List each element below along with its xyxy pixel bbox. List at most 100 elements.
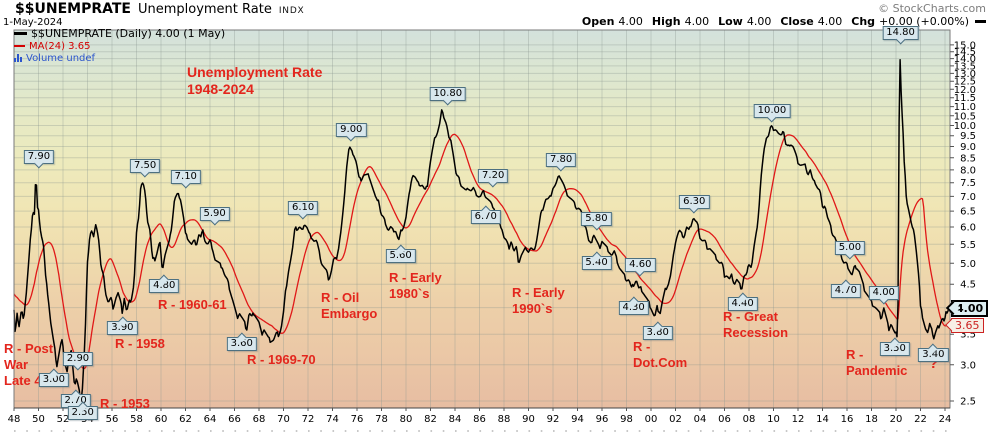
data-callout: 7.50 xyxy=(129,158,161,178)
x-axis-label: 64 xyxy=(204,414,217,425)
y-axis-ticks xyxy=(950,44,954,402)
legend-ma-label: MA(24) 3.65 xyxy=(29,40,91,52)
data-callout: 7.80 xyxy=(545,152,577,172)
data-callout: 5.00 xyxy=(834,241,866,260)
last-value-badge: 4.00 xyxy=(945,299,989,317)
chart-annotation: Unemployment Rate 1948-2024 xyxy=(187,64,323,97)
copyright-credit: © StockCharts.com xyxy=(878,2,986,15)
chart-date: 1-May-2024 xyxy=(3,17,63,28)
exchange-label: INDX xyxy=(278,6,305,16)
x-axis-label: 00 xyxy=(645,414,658,425)
close-value: 4.00 xyxy=(817,15,843,28)
chart-annotation: R - Early 1980`s xyxy=(389,270,442,301)
x-axis-label: 70 xyxy=(277,414,290,425)
instrument-name: Unemployment Rate xyxy=(137,2,272,17)
data-callout: 4.30 xyxy=(618,296,649,316)
y-axis-label: 5.5 xyxy=(960,240,976,251)
y-axis-label: 9.0 xyxy=(960,142,976,153)
y-axis-label: 14.5 xyxy=(954,47,976,58)
legend-ma-series: MA(24) 3.65 xyxy=(14,40,225,52)
data-callout: 10.00 xyxy=(753,103,791,122)
data-callout: 6.10 xyxy=(287,200,319,220)
x-axis-label: 82 xyxy=(424,414,437,425)
red-line-swatch-icon xyxy=(14,45,25,47)
x-axis-label: 48 xyxy=(8,414,21,425)
x-axis-label: 90 xyxy=(522,414,535,425)
data-callout: 6.70 xyxy=(470,205,501,225)
data-callout: 4.00 xyxy=(868,285,899,305)
y-axis-label: 11.5 xyxy=(954,93,976,104)
x-axis-label: 94 xyxy=(571,414,584,425)
x-axis-label: 92 xyxy=(547,414,560,425)
chart-legend: $$UNEMPRATE (Daily) 4.00 (1 May) MA(24) … xyxy=(14,27,225,64)
x-axis-label: 96 xyxy=(596,414,609,425)
x-axis-label: 12 xyxy=(792,414,805,425)
legend-main-label: $$UNEMPRATE (Daily) 4.00 (1 May) xyxy=(31,27,226,40)
y-axis-label: 2.5 xyxy=(960,397,976,408)
chart-annotation: R - 1960-61 xyxy=(158,297,227,312)
x-axis-label: 06 xyxy=(718,414,731,425)
data-callout: 10.80 xyxy=(429,87,467,106)
y-axis-label: 13.5 xyxy=(954,61,976,72)
data-callout: 5.40 xyxy=(581,251,612,270)
quote-summary: Open 4.00 High 4.00 Low 4.00 Close 4.00 … xyxy=(573,15,986,28)
data-callout: 5.80 xyxy=(581,211,612,231)
x-axis-label: 16 xyxy=(841,414,854,425)
x-axis-label: 98 xyxy=(620,414,633,425)
x-axis-label: 88 xyxy=(498,414,511,425)
data-callout: 3.00 xyxy=(38,368,70,387)
volume-bars-icon xyxy=(14,54,22,62)
low-value: 4.00 xyxy=(746,15,772,28)
ma24-line xyxy=(13,133,950,370)
data-callout: 4.80 xyxy=(149,274,180,294)
open-value: 4.00 xyxy=(618,15,643,28)
y-axis-label: 5.0 xyxy=(960,259,976,270)
y-axis-label: 4.5 xyxy=(960,280,976,291)
data-callout: 7.90 xyxy=(23,150,55,169)
chart-annotation: R - Great Recession xyxy=(723,309,789,340)
low-label: Low xyxy=(718,15,743,28)
x-axis-label: 18 xyxy=(865,414,878,425)
y-axis-label: 10.0 xyxy=(954,121,976,132)
x-axis-label: 74 xyxy=(326,414,339,425)
y-axis-label: 7.0 xyxy=(960,192,976,203)
y-axis-label: 12.5 xyxy=(954,77,976,88)
x-axis-label: 72 xyxy=(302,414,315,425)
y-axis-label: 7.5 xyxy=(960,178,976,189)
data-callout: 9.00 xyxy=(336,123,367,142)
x-axis-ticks xyxy=(13,408,946,411)
data-callout: 7.10 xyxy=(170,169,201,189)
x-axis-label: 04 xyxy=(694,414,707,425)
y-axis-label: 15.0 xyxy=(954,40,976,51)
chart-annotation: R - Oil Embargo xyxy=(321,290,378,321)
open-label: Open xyxy=(581,15,615,28)
data-callout: 2.90 xyxy=(62,351,94,370)
chart-annotation: ? xyxy=(929,355,939,372)
data-callout: 4.40 xyxy=(727,292,758,311)
y-axis-label: 14.0 xyxy=(954,54,976,65)
x-axis-label: 66 xyxy=(228,414,241,425)
high-label: High xyxy=(651,15,681,28)
ma-value-badge: 3.65 xyxy=(945,317,984,333)
y-axis-label: 3.5 xyxy=(960,330,976,341)
chart-annotation: R - 1953 xyxy=(100,396,150,411)
x-axis-label: 62 xyxy=(179,414,192,425)
legend-volume: Volume undef xyxy=(14,52,225,64)
chart-annotation: R - Pandemic xyxy=(846,347,908,378)
black-line-swatch-icon xyxy=(14,32,27,35)
data-callout: 5.90 xyxy=(199,207,230,226)
x-axis-label: 10 xyxy=(767,414,780,425)
legend-volume-label: Volume undef xyxy=(26,52,96,64)
x-axis-label: 22 xyxy=(914,414,927,425)
x-axis-label: 84 xyxy=(449,414,462,425)
x-axis-label: 24 xyxy=(939,414,952,425)
y-axis-label: 11.0 xyxy=(954,102,976,113)
data-callout: 7.20 xyxy=(478,168,509,188)
data-callout: 4.70 xyxy=(830,279,862,298)
y-axis-label: 3.0 xyxy=(960,360,976,371)
y-axis-label: 6.0 xyxy=(960,223,976,234)
data-callout: 14.80 xyxy=(882,25,919,45)
